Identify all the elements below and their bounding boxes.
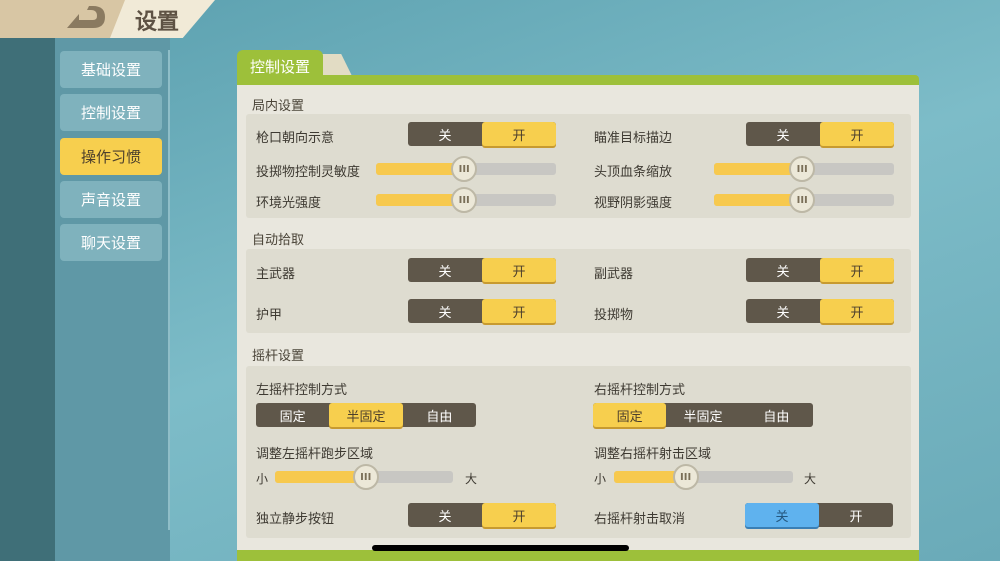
back-button[interactable] bbox=[0, 0, 125, 38]
toggle-on[interactable]: 开 bbox=[820, 122, 894, 146]
slider-fill bbox=[376, 163, 465, 175]
toggle-on[interactable]: 开 bbox=[820, 258, 894, 282]
sidebar-item-control[interactable]: 控制设置 bbox=[60, 94, 162, 131]
section-title-match: 局内设置 bbox=[252, 99, 305, 114]
back-arrow-icon[interactable] bbox=[65, 6, 110, 30]
sidebar-divider bbox=[168, 50, 170, 530]
toggle-secondary[interactable]: 关开 bbox=[746, 258, 894, 282]
slider-handle[interactable]: III bbox=[451, 156, 478, 182]
slider-handle[interactable]: III bbox=[352, 464, 379, 490]
slider-handle[interactable]: III bbox=[789, 156, 816, 182]
toggle-on[interactable]: 开 bbox=[820, 299, 894, 323]
label-right-area: 调整右摇杆射击区域 bbox=[594, 447, 712, 462]
toggle-off[interactable]: 关 bbox=[776, 264, 790, 280]
toggle-fire-cancel[interactable]: 关开 bbox=[745, 503, 893, 527]
segmented-left-mode[interactable]: 固定 半固定 自由 bbox=[256, 403, 476, 427]
option-free[interactable]: 自由 bbox=[426, 409, 453, 425]
label-walk-button: 独立静步按钮 bbox=[256, 512, 335, 527]
slider-fill bbox=[714, 194, 803, 206]
option-semi-fixed[interactable]: 半固定 bbox=[329, 403, 403, 427]
sidebar-item-basic[interactable]: 基础设置 bbox=[60, 51, 162, 88]
label-max: 大 bbox=[465, 472, 478, 486]
toggle-off[interactable]: 关 bbox=[745, 503, 819, 527]
label-hp-bar: 头顶血条缩放 bbox=[594, 165, 673, 180]
label-muzzle: 枪口朝向示意 bbox=[256, 131, 335, 146]
toggle-off[interactable]: 关 bbox=[438, 264, 452, 280]
slider-fill bbox=[376, 194, 465, 206]
toggle-on[interactable]: 开 bbox=[482, 122, 556, 146]
toggle-muzzle[interactable]: 关开 bbox=[408, 122, 556, 146]
slider-hp-bar[interactable]: III bbox=[714, 156, 894, 182]
slider-fill bbox=[275, 471, 366, 483]
toggle-off[interactable]: 关 bbox=[776, 128, 790, 144]
toggle-primary[interactable]: 关开 bbox=[408, 258, 556, 282]
label-min: 小 bbox=[256, 472, 269, 486]
option-fixed[interactable]: 固定 bbox=[279, 409, 306, 425]
slider-fill bbox=[714, 163, 803, 175]
toggle-on[interactable]: 开 bbox=[482, 258, 556, 282]
page-title: 设置 bbox=[135, 10, 180, 35]
toggle-on[interactable]: 开 bbox=[849, 509, 863, 525]
toggle-on[interactable]: 开 bbox=[482, 503, 556, 527]
slider-ambient[interactable]: III bbox=[376, 187, 556, 213]
slider-handle[interactable]: III bbox=[789, 187, 816, 213]
slider-handle[interactable]: III bbox=[672, 464, 699, 490]
label-view-shadow: 视野阴影强度 bbox=[594, 196, 673, 211]
label-secondary: 副武器 bbox=[594, 267, 634, 282]
label-fire-cancel: 右摇杆射击取消 bbox=[594, 512, 686, 527]
header: 设置 bbox=[0, 0, 215, 38]
toggle-armor[interactable]: 关开 bbox=[408, 299, 556, 323]
segmented-right-mode[interactable]: 固定 半固定 自由 bbox=[593, 403, 813, 427]
label-aim-outline: 瞄准目标描边 bbox=[594, 131, 673, 146]
label-right-mode: 右摇杆控制方式 bbox=[594, 383, 686, 398]
label-max: 大 bbox=[804, 472, 817, 486]
label-min: 小 bbox=[594, 472, 607, 486]
label-throw-sens: 投掷物控制灵敏度 bbox=[256, 165, 361, 180]
option-fixed[interactable]: 固定 bbox=[593, 403, 667, 427]
label-ambient: 环境光强度 bbox=[256, 196, 322, 211]
toggle-off[interactable]: 关 bbox=[776, 305, 790, 321]
toggle-off[interactable]: 关 bbox=[438, 509, 452, 525]
section-title-pickup: 自动拾取 bbox=[252, 233, 305, 248]
section-title-joystick: 摇杆设置 bbox=[252, 349, 305, 364]
toggle-off[interactable]: 关 bbox=[438, 305, 452, 321]
slider-view-shadow[interactable]: III bbox=[714, 187, 894, 213]
label-left-area: 调整左摇杆跑步区域 bbox=[256, 447, 374, 462]
toggle-walk-button[interactable]: 关开 bbox=[408, 503, 556, 527]
label-throwable: 投掷物 bbox=[594, 308, 634, 323]
slider-handle[interactable]: III bbox=[451, 187, 478, 213]
option-semi-fixed[interactable]: 半固定 bbox=[683, 409, 723, 425]
label-left-mode: 左摇杆控制方式 bbox=[256, 383, 348, 398]
toggle-on[interactable]: 开 bbox=[482, 299, 556, 323]
sidebar-item-sound[interactable]: 声音设置 bbox=[60, 181, 162, 218]
slider-right-area[interactable]: III bbox=[614, 464, 793, 490]
home-indicator[interactable] bbox=[372, 545, 629, 551]
label-armor: 护甲 bbox=[256, 308, 283, 323]
toggle-aim-outline[interactable]: 关开 bbox=[746, 122, 894, 146]
slider-fill bbox=[614, 471, 686, 483]
sidebar-item-chat[interactable]: 聊天设置 bbox=[60, 224, 162, 261]
panel-bottom-bar bbox=[237, 550, 919, 561]
left-strip bbox=[0, 0, 55, 561]
label-primary: 主武器 bbox=[256, 267, 296, 282]
toggle-off[interactable]: 关 bbox=[438, 128, 452, 144]
slider-throw-sens[interactable]: III bbox=[376, 156, 556, 182]
sidebar-item-habits[interactable]: 操作习惯 bbox=[60, 138, 162, 175]
slider-left-area[interactable]: III bbox=[275, 464, 453, 490]
toggle-throwable[interactable]: 关开 bbox=[746, 299, 894, 323]
option-free[interactable]: 自由 bbox=[763, 409, 790, 425]
tab-control-settings[interactable]: 控制设置 bbox=[237, 50, 323, 82]
